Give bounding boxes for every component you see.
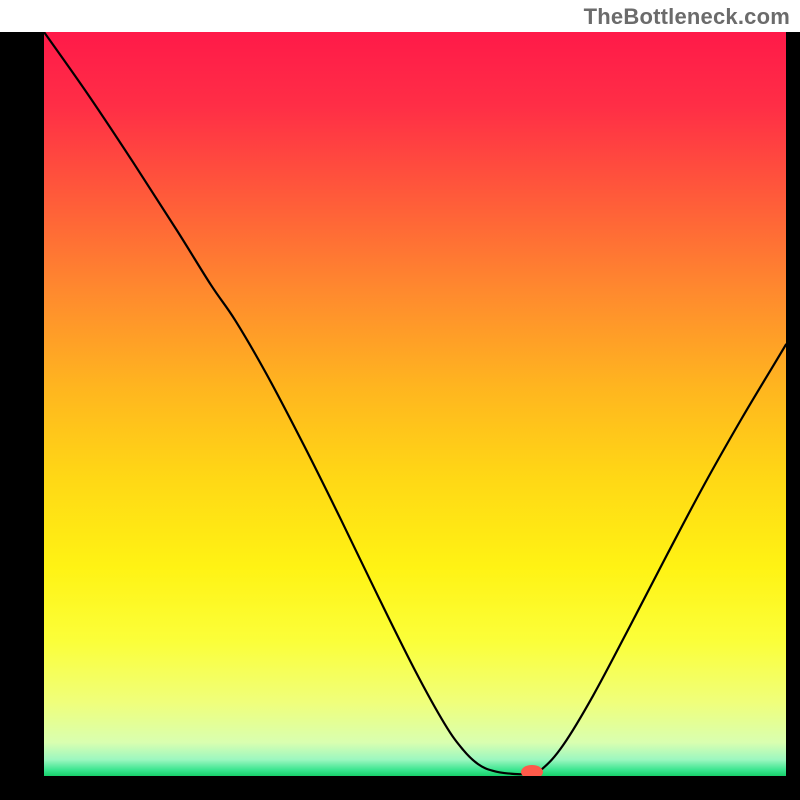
plot-area — [44, 32, 786, 776]
bottleneck-curve — [44, 32, 786, 776]
chart-frame: TheBottleneck.com — [0, 0, 800, 800]
watermark-text: TheBottleneck.com — [584, 4, 790, 30]
optimum-marker — [521, 765, 543, 776]
bottleneck-curve-path — [44, 32, 786, 774]
plot-outer-border — [0, 32, 800, 800]
